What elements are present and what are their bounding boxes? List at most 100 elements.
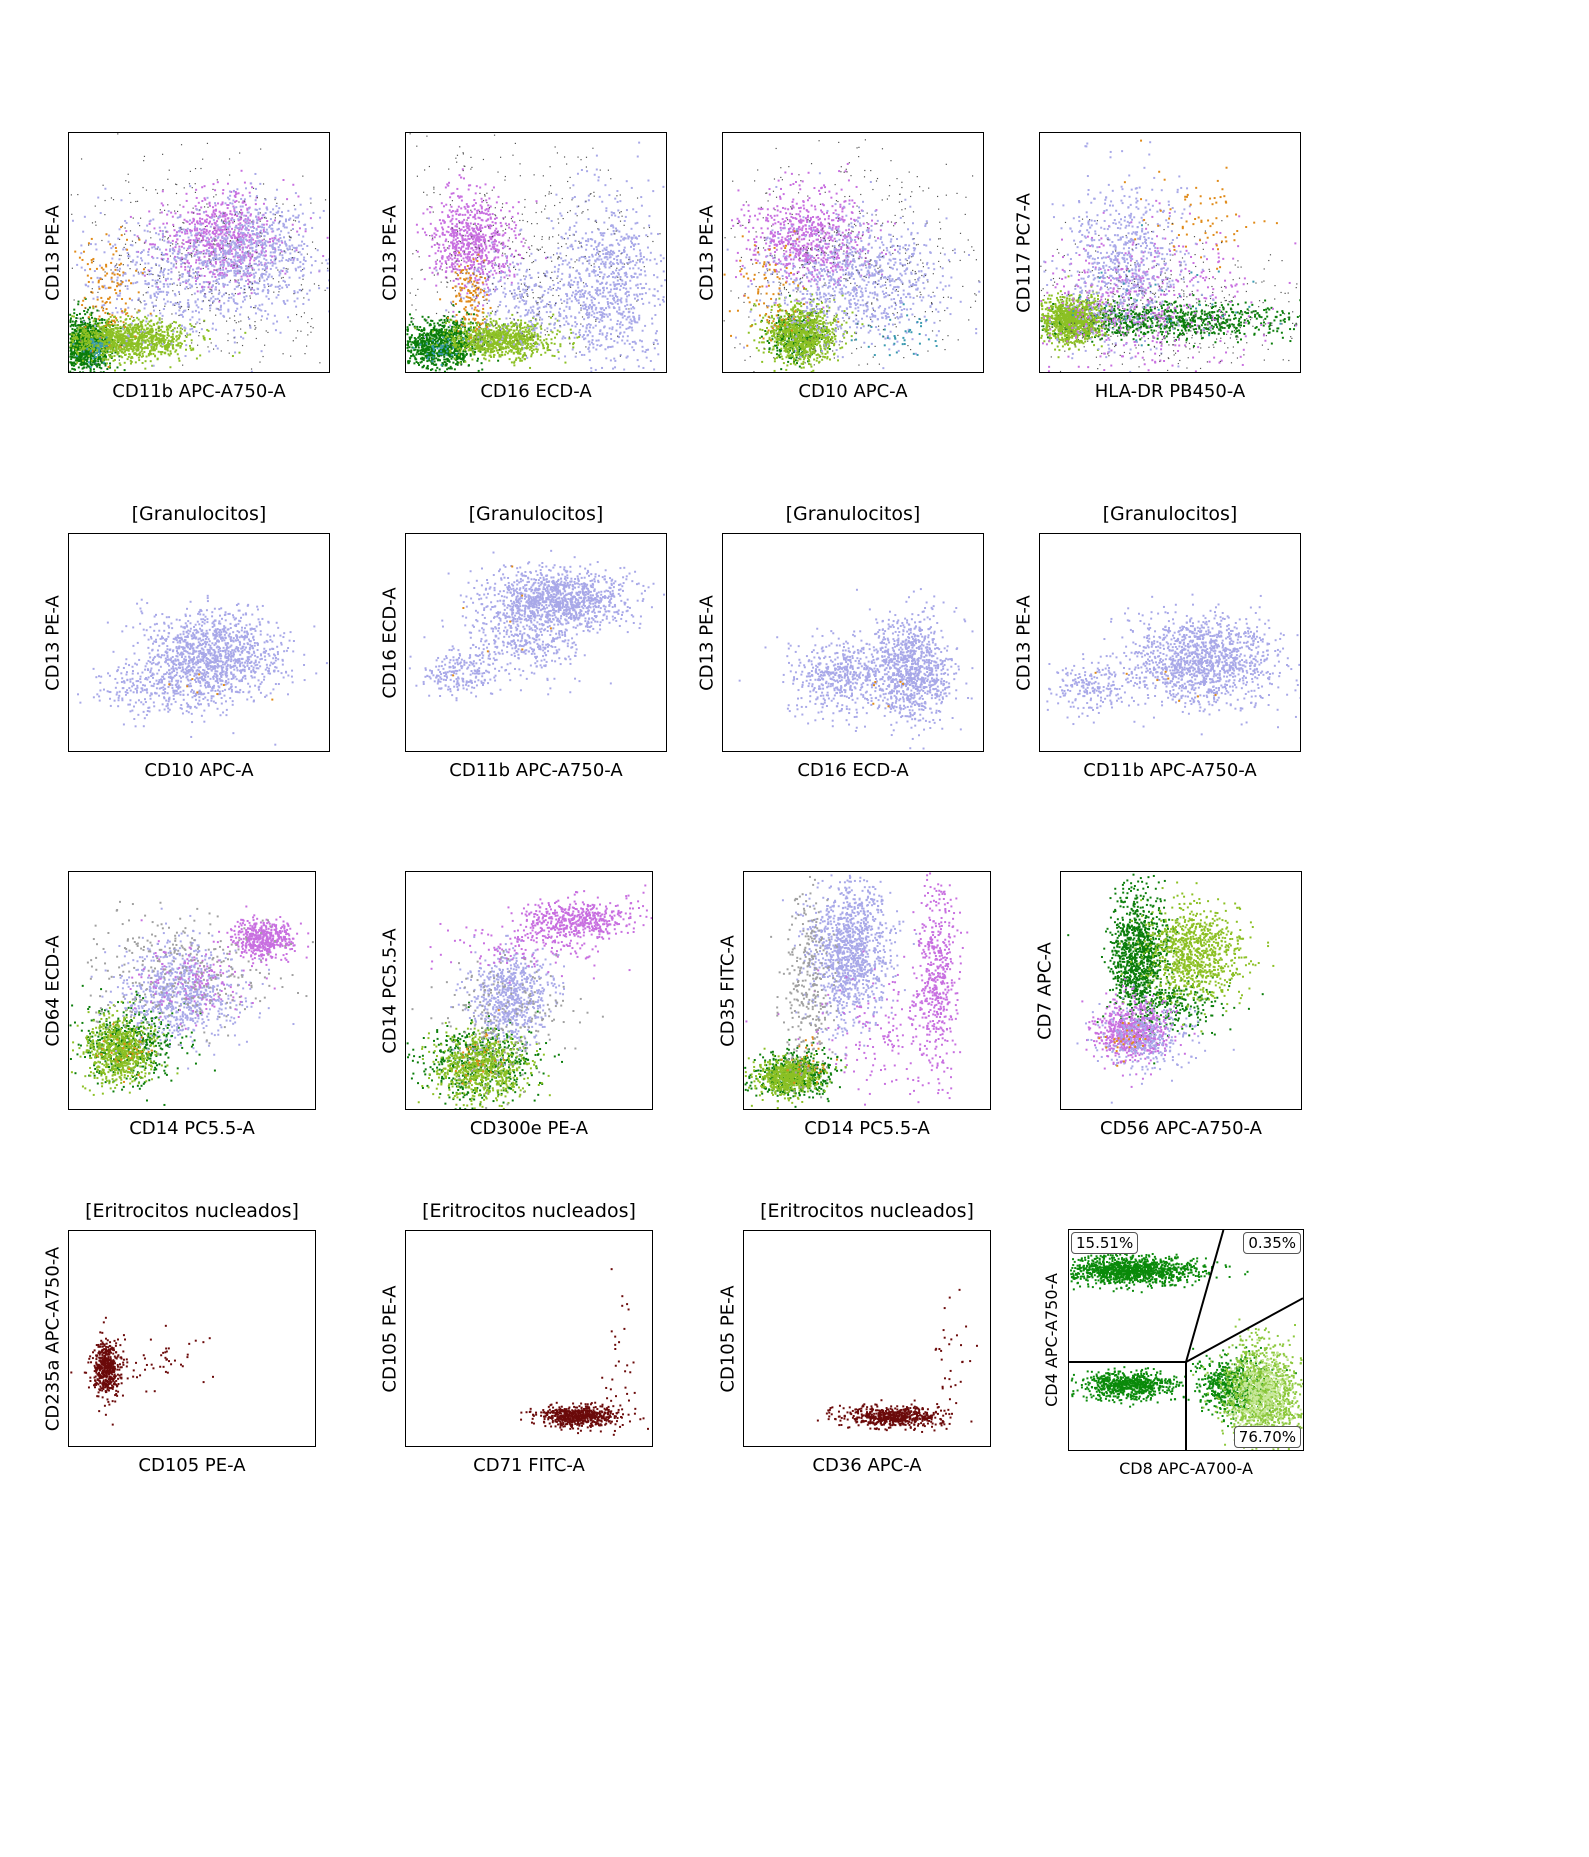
data-point (235, 266, 238, 269)
data-point (106, 334, 109, 337)
data-point (94, 318, 97, 321)
data-point (187, 272, 190, 275)
data-point (206, 241, 209, 244)
data-point (99, 347, 102, 350)
data-point (213, 254, 216, 257)
data-point (124, 331, 127, 334)
data-point (234, 351, 237, 354)
data-point (269, 218, 272, 221)
data-point (222, 266, 225, 269)
data-point (167, 178, 169, 180)
data-point (109, 341, 112, 344)
data-point (132, 349, 135, 352)
data-point (101, 354, 104, 357)
data-point (220, 220, 223, 223)
data-point (183, 218, 186, 221)
data-point (264, 254, 267, 257)
data-point (126, 358, 129, 361)
data-point (463, 343, 466, 346)
data-point (93, 343, 96, 346)
data-point (174, 350, 177, 353)
data-point (104, 345, 107, 348)
data-point (248, 222, 251, 225)
data-point (86, 360, 89, 363)
data-point (238, 215, 241, 218)
data-point (240, 306, 243, 309)
data-point (297, 251, 299, 253)
data-point (94, 346, 97, 349)
data-point (441, 362, 444, 365)
data-point (226, 182, 229, 185)
data-point (91, 288, 93, 290)
data-point (117, 340, 120, 343)
data-point (158, 290, 161, 293)
data-point (152, 218, 155, 221)
data-point (187, 211, 190, 214)
data-point (216, 224, 219, 227)
data-point (167, 341, 170, 344)
data-point (194, 301, 197, 304)
data-point (303, 312, 306, 314)
data-point (164, 305, 166, 307)
data-point (155, 296, 158, 299)
data-point (275, 211, 278, 214)
data-point (124, 346, 127, 349)
data-point (234, 229, 236, 231)
data-point (111, 272, 114, 275)
data-point (436, 333, 439, 336)
data-point (105, 351, 108, 354)
data-point (242, 291, 245, 294)
data-point (239, 270, 241, 272)
data-point (80, 158, 83, 160)
data-point (422, 347, 425, 350)
data-point (446, 352, 449, 355)
data-point (282, 276, 284, 279)
data-point (471, 322, 474, 325)
data-point (272, 251, 275, 254)
data-point (190, 324, 193, 327)
data-point (155, 345, 158, 348)
data-point (89, 332, 92, 335)
data-point (99, 278, 102, 281)
data-point (131, 335, 134, 338)
data-point (197, 252, 200, 255)
data-point (327, 267, 329, 269)
data-point (243, 198, 246, 201)
data-point (143, 350, 146, 353)
data-point (177, 357, 180, 360)
data-point (406, 340, 409, 343)
data-point (201, 218, 204, 221)
data-point (110, 336, 113, 339)
data-point (211, 243, 214, 246)
data-point (265, 330, 267, 332)
data-point (256, 243, 259, 246)
data-point (129, 339, 132, 342)
data-point (135, 349, 138, 352)
data-point (297, 214, 300, 217)
data-point (251, 286, 253, 289)
data-point (203, 228, 206, 230)
data-point (109, 356, 112, 359)
data-point (304, 353, 306, 355)
data-point (122, 264, 124, 266)
data-point (248, 280, 251, 283)
data-point (211, 271, 214, 274)
data-point (203, 244, 206, 247)
data-point (262, 183, 265, 185)
data-point (242, 237, 245, 240)
data-point (214, 288, 217, 291)
data-point (134, 263, 137, 266)
data-point (143, 155, 146, 157)
data-point (140, 355, 143, 358)
data-point (84, 353, 87, 356)
data-point (280, 250, 283, 253)
data-point (238, 351, 241, 354)
data-point (94, 205, 96, 207)
data-point (183, 187, 185, 189)
data-point (97, 285, 100, 288)
data-point (112, 327, 115, 330)
data-point (269, 254, 272, 257)
data-point (250, 237, 253, 240)
data-point (127, 306, 130, 309)
data-point (457, 352, 460, 355)
